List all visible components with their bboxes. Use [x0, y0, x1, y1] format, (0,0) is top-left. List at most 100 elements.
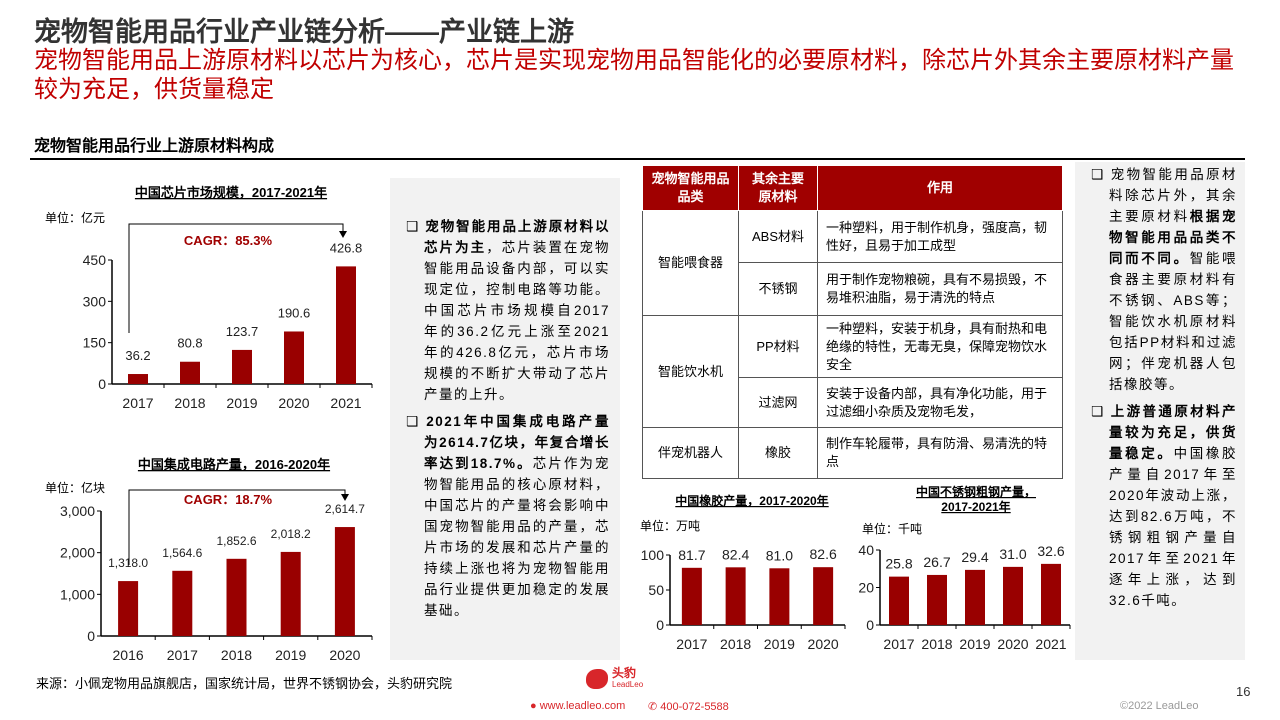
x-tick-label: 2019: [764, 636, 795, 652]
y-tick-label: 2,000: [60, 545, 95, 561]
right-text-panel: ❑ 宠物智能用品原材料除芯片外，其余主要原材料根据宠物智能用品品类不同而不同。智…: [1075, 162, 1245, 660]
data-label: 25.8: [885, 556, 912, 572]
x-tick-label: 2017: [122, 395, 153, 411]
bar-2017: [128, 374, 148, 384]
data-label: 36.2: [125, 348, 150, 363]
logo-en: LeadLeo: [612, 680, 644, 689]
chart-title: 中国芯片市场规模，2017-2021年: [135, 185, 327, 200]
leopard-logo-icon: [586, 669, 608, 689]
data-label: 32.6: [1037, 543, 1064, 559]
source-note: 来源：小佩宠物用品旗舰店，国家统计局，世界不锈钢协会，头豹研究院: [36, 676, 453, 691]
bar-2020: [284, 331, 304, 384]
x-tick-label: 2017: [883, 636, 914, 652]
bar-2019: [965, 569, 985, 625]
phone: ✆ 400-072-5588: [648, 701, 729, 713]
use-cell: 制作车轮履带，具有防滑、易清洗的特点: [817, 427, 1063, 479]
data-label: 29.4: [961, 549, 988, 565]
y-tick-label: 300: [83, 293, 107, 309]
x-tick-label: 2018: [921, 636, 952, 652]
cagr-label: CAGR：18.7%: [184, 492, 273, 507]
cagr-arrow-icon: [341, 494, 349, 501]
right-p1-text-c: 智能喂食器主要原材料有不锈钢、ABS等；智能饮水机原材料包括PP材料和过滤网；伴…: [1109, 251, 1238, 392]
x-tick-label: 2021: [1035, 636, 1066, 652]
data-label: 2,018.2: [271, 527, 311, 541]
bar-2018: [226, 558, 247, 636]
y-tick-label: 0: [87, 628, 95, 644]
header-category: 宠物智能用品品类: [642, 165, 739, 211]
data-label: 1,564.6: [162, 546, 202, 560]
unit-label: 单位：千吨: [862, 521, 922, 536]
chart-title: 中国不锈钢粗钢产量，: [916, 484, 1036, 499]
data-label: 1,852.6: [216, 534, 256, 548]
x-tick-label: 2018: [221, 647, 252, 663]
x-tick-label: 2019: [959, 636, 990, 652]
bar-2021: [1041, 563, 1061, 625]
data-label: 190.6: [278, 305, 311, 320]
chart-title: 2017-2021年: [941, 499, 1010, 514]
x-tick-label: 2020: [329, 647, 360, 663]
table-row: 智能饮水机 PP材料 一种塑料，安装于机身，具有耐热和电绝缘的特性，无毒无臭，保…: [642, 315, 1063, 428]
right-p2-text: 中国橡胶产量自2017年至2020年波动上涨，达到82.6万吨，不锈钢粗钢产量自…: [1109, 446, 1238, 608]
x-tick-label: 2020: [808, 636, 839, 652]
website-link[interactable]: ● www.leadleo.com: [530, 700, 626, 712]
unit-label: 单位：亿块: [45, 480, 105, 495]
chart-title: 中国集成电路产量，2016-2020年: [138, 457, 330, 472]
table-row: 不锈钢 用于制作宠物粮碗，具有不易损毁，不易堆积油脂，易于清洗的特点: [643, 262, 1063, 316]
chart-title: 中国橡胶产量，2017-2020年: [675, 493, 828, 508]
y-tick-label: 450: [83, 252, 107, 268]
bar-2021: [336, 266, 356, 384]
cagr-bracket: [128, 223, 344, 333]
cagr-arrow-icon: [339, 231, 347, 238]
material-cell: 不锈钢: [738, 262, 818, 316]
middle-p2-bold: 2021年中国集成电路产量为2614.7亿块，年复合增长率达到18.7%。: [424, 414, 610, 471]
middle-paragraph-2: ❑ 2021年中国集成电路产量为2614.7亿块，年复合增长率达到18.7%。芯…: [406, 414, 611, 618]
bar-2018: [725, 567, 746, 625]
material-cell: 过滤网: [738, 377, 818, 428]
x-tick-label: 2019: [226, 395, 257, 411]
y-tick-label: 1,000: [60, 586, 95, 602]
material-cell: ABS材料: [738, 210, 818, 263]
x-tick-label: 2017: [676, 636, 707, 652]
data-label: 81.7: [678, 547, 705, 563]
bar-2017: [889, 576, 909, 625]
right-p2-bold: 上游普通原材料产量较为充足，供货量稳定。: [1109, 404, 1237, 461]
x-tick-label: 2020: [997, 636, 1028, 652]
website-text[interactable]: www.leadleo.com: [539, 700, 626, 712]
bar-2019: [232, 349, 252, 384]
leadleo-logo: 头豹 LeadLeo: [586, 666, 644, 690]
bar-2019: [769, 568, 790, 625]
section-divider: [30, 158, 1245, 160]
y-tick-label: 20: [858, 580, 874, 596]
logo-cn: 头豹: [612, 666, 637, 680]
bar-2019: [280, 551, 301, 636]
cagr-bracket: [128, 489, 346, 565]
page-title: 宠物智能用品行业产业链分析——产业链上游: [34, 17, 574, 47]
y-tick-label: 0: [866, 617, 874, 633]
bar-2020: [1003, 566, 1023, 625]
bar-2018: [927, 574, 947, 625]
y-tick-label: 150: [83, 335, 107, 351]
x-tick-label: 2019: [275, 647, 306, 663]
unit-label: 单位：万吨: [640, 518, 700, 533]
bar-2018: [180, 361, 200, 384]
y-tick-label: 50: [648, 582, 664, 598]
middle-p1-text: ，芯片装置在宠物智能用品设备内部，可以实现定位，控制电路等功能。中国芯片市场规模…: [424, 240, 611, 402]
use-cell: 一种塑料，安装于机身，具有耐热和电绝缘的特性，无毒无臭，保障宠物饮水安全: [817, 315, 1063, 378]
data-label: 123.7: [226, 324, 259, 339]
page-number: 16: [1236, 684, 1251, 699]
bar-2020: [813, 567, 834, 625]
bar-2017: [681, 567, 702, 625]
table-row: 伴宠机器人 橡胶 制作车轮履带，具有防滑、易清洗的特点: [642, 427, 1063, 479]
x-tick-label: 2018: [174, 395, 205, 411]
x-tick-label: 2020: [278, 395, 309, 411]
material-cell: PP材料: [738, 315, 818, 378]
bar-2017: [172, 570, 193, 636]
logo-text: 头豹 LeadLeo: [612, 666, 644, 690]
category-cell: 伴宠机器人: [642, 427, 739, 479]
y-tick-label: 0: [656, 617, 664, 633]
y-tick-label: 0: [98, 376, 106, 392]
category-cell: 智能饮水机: [642, 315, 739, 428]
unit-label: 单位：亿元: [45, 210, 105, 225]
x-tick-label: 2018: [720, 636, 751, 652]
